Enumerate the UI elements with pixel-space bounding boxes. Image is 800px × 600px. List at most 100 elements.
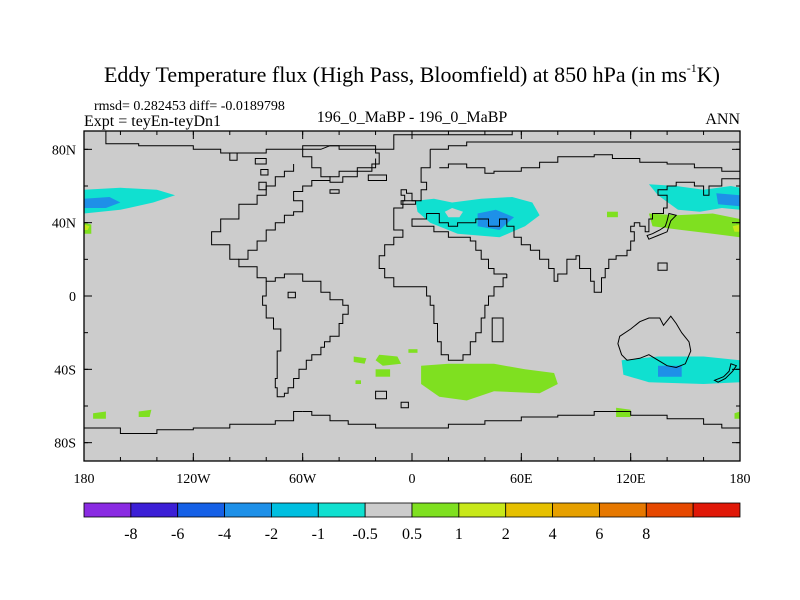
coastline-north-america-east: [238, 158, 377, 397]
colorbar-box-3: [224, 502, 272, 518]
x-tick-label-0: 180: [74, 472, 95, 487]
coastline-uk: [400, 189, 417, 205]
contour-region-far-south-green-3: [616, 407, 631, 417]
stats-label: rmsd= 0.282453 diff= -0.0189798: [94, 99, 285, 114]
x-tick-label-6: 180: [730, 472, 751, 487]
y-tick-label-3: 40S: [54, 363, 76, 378]
colorbar-box-13: [692, 502, 741, 518]
colorbar-box-1: [130, 502, 179, 518]
contour-region-south-pacific-blue: [658, 365, 682, 377]
contour-fill-regions: [84, 184, 740, 419]
coastline-south-america-west: [262, 281, 285, 398]
coastline-small-island-4: [258, 181, 267, 191]
coastline-greenland: [302, 145, 380, 183]
contour-region-far-south-green-4: [734, 411, 740, 419]
coastline-southern-island-1: [400, 401, 409, 409]
coastline-small-island-8: [329, 189, 340, 194]
x-tick-label-4: 60E: [510, 472, 533, 487]
map-plot-area: 180 120W 60W 0 60E 120E 180 80N 40N 0 40S 80S: [52, 130, 751, 487]
y-tick-label-0: 80N: [52, 143, 76, 158]
y-tick-label-2: 0: [69, 290, 76, 305]
coastline-small-island-7: [657, 262, 668, 271]
colorbar-label-5: -0.5: [352, 526, 377, 543]
contour-region-date-line-yellow-right: [732, 224, 740, 232]
coastline-antarctica-west: [84, 411, 303, 434]
contour-region-southern-ocean-green-dot-2: [355, 380, 361, 384]
coastline-antarctica: [302, 411, 740, 429]
coastline-arctic-coast-asia: [439, 154, 740, 174]
contour-region-far-south-green-2: [138, 409, 152, 417]
coastline-small-island-2: [254, 158, 267, 165]
contour-region-japan-green-spot: [607, 211, 618, 218]
contour-region-north-pacific-east-cyan: [648, 184, 740, 212]
coastline-eurasia-south: [411, 178, 740, 293]
coastline-madagascar: [491, 317, 504, 343]
colorbar-box-7: [411, 502, 460, 518]
x-tick-label-1: 120W: [176, 472, 211, 487]
coastline-north-america-west: [211, 164, 295, 260]
contour-region-southern-ocean-green-main: [421, 363, 558, 401]
contour-region-southern-ocean-green-east: [353, 356, 367, 364]
contour-region-far-south-green-1: [93, 411, 106, 419]
colorbar-boxes: [83, 502, 741, 518]
expt-label: Expt = teyEn-teyDn1: [84, 113, 221, 130]
colorbar-label-9: 4: [549, 526, 557, 543]
colorbar-box-4: [271, 502, 319, 518]
coastline-small-island-6: [375, 390, 387, 400]
coastline-australia: [617, 315, 692, 369]
map-background: [84, 131, 740, 461]
colorbar-label-7: 1: [455, 526, 463, 543]
coastline-outlines: [84, 131, 740, 434]
colorbar-box-10: [552, 502, 600, 518]
contour-region-southern-ocean-green-dot-1: [375, 369, 391, 377]
coastline-japan: [646, 212, 678, 240]
colorbar-box-0: [83, 502, 132, 518]
colorbar-box-12: [645, 502, 694, 518]
coastline-small-island-5: [287, 291, 296, 299]
x-axis-ticks: 180 120W 60W 0 60E 120E 180: [74, 131, 751, 487]
colorbar-label-8: 2: [502, 526, 510, 543]
coastline-eurasia-africa-outline: [378, 149, 508, 361]
colorbar-box-6: [364, 502, 413, 518]
contour-region-southern-ocean-green-west: [375, 354, 402, 366]
x-tick-label-3: 0: [409, 472, 416, 487]
x-tick-label-2: 60W: [289, 472, 317, 487]
colorbar-label-3: -2: [265, 526, 278, 543]
contour-region-north-pacific-west-blue: [84, 197, 121, 208]
chart-title-superscript: -1: [687, 61, 697, 75]
contour-region-southern-ocean-green-dot-3: [408, 349, 418, 353]
colorbar-box-5: [317, 502, 366, 518]
chart-title-suffix: K): [697, 62, 720, 87]
colorbar-box-11: [599, 502, 647, 518]
coastline-new-zealand: [713, 363, 738, 383]
colorbar-label-4: -1: [312, 526, 325, 543]
coastline-iceland: [367, 174, 387, 181]
y-tick-label-4: 80S: [54, 437, 76, 452]
colorbar-label-11: 8: [642, 526, 650, 543]
contour-region-north-atlantic-cyan: [415, 197, 540, 238]
coastline-small-island-3: [260, 169, 269, 176]
coastline-arctic-coast-top: [430, 141, 740, 150]
colorbar-box-2: [177, 502, 225, 518]
chart-title-main: Eddy Temperature flux (High Pass, Bloomf…: [104, 62, 687, 87]
colorbar-label-1: -6: [171, 526, 184, 543]
chart-title: Eddy Temperature flux (High Pass, Bloomf…: [104, 61, 720, 87]
contour-region-north-atlantic-hole: [444, 208, 463, 218]
colorbar-label-0: -8: [124, 526, 137, 543]
y-tick-label-1: 40N: [52, 217, 76, 232]
colorbar-box-8: [458, 502, 507, 518]
colorbar: -8 -6 -4 -2 -1 -0.5 0.5 1 2 4 6 8: [83, 502, 741, 543]
colorbar-box-9: [505, 502, 553, 518]
season-label: ANN: [705, 111, 740, 128]
colorbar-labels: -8 -6 -4 -2 -1 -0.5 0.5 1 2 4 6 8: [124, 526, 650, 543]
colorbar-label-2: -4: [218, 526, 231, 543]
contour-region-north-atlantic-blue: [477, 209, 514, 230]
coastline-north-america-outline: [105, 131, 513, 154]
colorbar-label-6: 0.5: [402, 526, 422, 543]
y-axis-ticks: 80N 40N 0 40S 80S: [52, 143, 740, 452]
coastline-small-island-1: [229, 152, 238, 161]
contour-region-date-line-yellow-left: [84, 224, 90, 230]
colorbar-label-10: 6: [595, 526, 603, 543]
center-label: 196_0_MaBP - 196_0_MaBP: [317, 109, 508, 126]
